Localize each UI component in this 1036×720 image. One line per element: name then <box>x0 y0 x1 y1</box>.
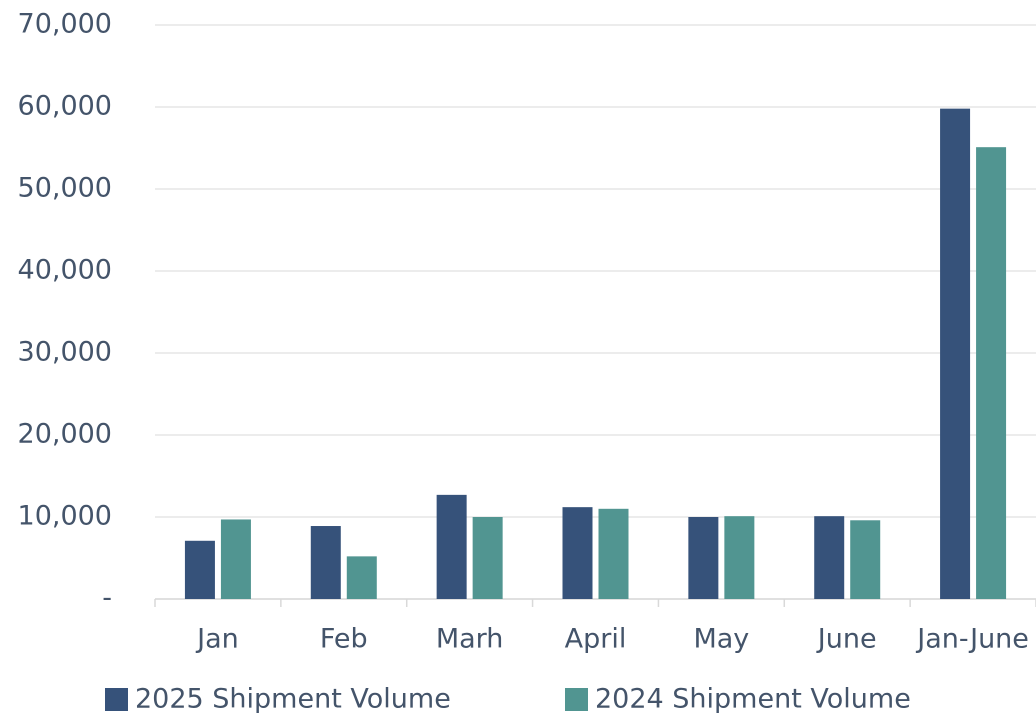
legend-label: 2024 Shipment Volume <box>595 684 911 715</box>
bar <box>724 516 755 599</box>
y-tick-label: 60,000 <box>18 91 112 122</box>
bar <box>184 540 215 599</box>
legend-label: 2025 Shipment Volume <box>135 684 451 715</box>
x-tick-label: May <box>693 624 749 655</box>
bar <box>976 147 1007 599</box>
x-tick-label: Jan <box>195 624 239 655</box>
y-tick-label: 10,000 <box>18 501 112 532</box>
bar <box>472 517 503 599</box>
y-tick-label: 40,000 <box>18 255 112 286</box>
x-tick-label: Marh <box>436 624 504 655</box>
bar <box>346 556 377 599</box>
bar <box>310 526 341 599</box>
bar <box>562 507 593 599</box>
y-tick-label: - <box>102 583 112 614</box>
bar <box>598 508 629 599</box>
legend-swatch <box>105 688 128 711</box>
y-tick-label: 50,000 <box>18 173 112 204</box>
y-tick-label: 30,000 <box>18 337 112 368</box>
bar <box>220 519 251 599</box>
x-tick-label: April <box>565 624 627 655</box>
bar <box>850 520 881 599</box>
bar <box>940 108 971 599</box>
bar <box>814 516 845 599</box>
y-tick-label: 20,000 <box>18 419 112 450</box>
x-tick-label: Jan-June <box>915 624 1029 655</box>
y-tick-label: 70,000 <box>18 9 112 40</box>
legend-swatch <box>565 688 588 711</box>
x-tick-label: Feb <box>320 624 368 655</box>
x-tick-label: June <box>816 624 877 655</box>
bar <box>436 494 467 599</box>
bar <box>688 517 719 599</box>
